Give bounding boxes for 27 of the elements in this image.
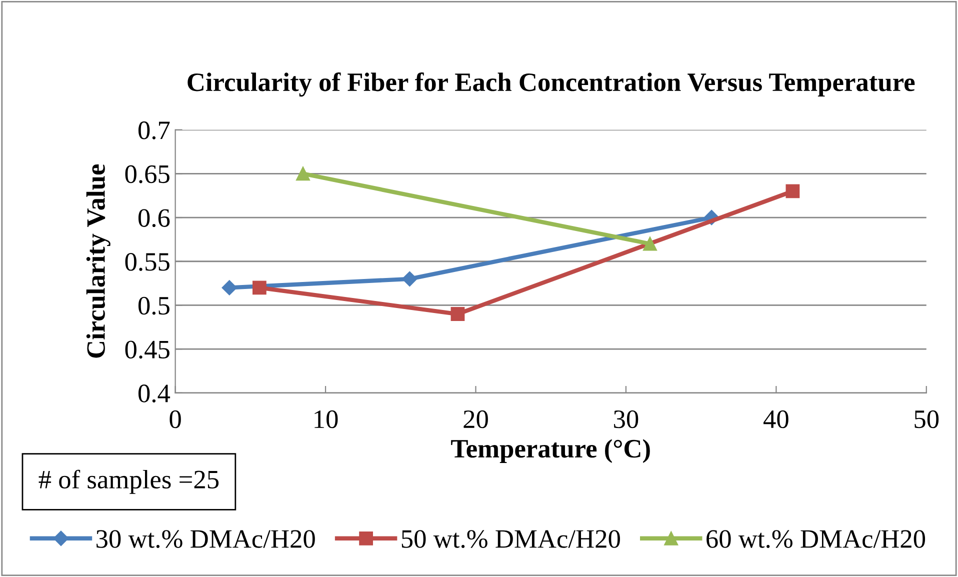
y-tick-label: 0.4 (138, 384, 170, 402)
y-tick-label: 0.5 (138, 296, 170, 315)
y-tick-label: 0.6 (138, 209, 170, 228)
y-tick-label: 0.65 (125, 165, 170, 184)
x-axis-title: Temperature (°C) (451, 439, 650, 464)
x-tick-label: 10 (314, 410, 338, 428)
point (643, 236, 657, 251)
y-tick-label: 0.55 (125, 252, 170, 271)
x-tick-label: 20 (464, 410, 488, 428)
legend-label: 50 wt.% DMAc/H20 (402, 530, 620, 548)
x-tick-label: 40 (763, 410, 788, 428)
point (252, 280, 266, 295)
legend-label: 60 wt.% DMAc/H20 (706, 530, 926, 548)
x-tick-label: 0 (170, 410, 181, 428)
chart-title: Circularity of Fiber for Each Concentration Versus Temperature (188, 72, 915, 97)
legend-label: 30 wt.% DMAc/H20 (96, 530, 315, 548)
point (786, 184, 800, 198)
point (296, 166, 310, 181)
point (402, 271, 418, 286)
y-tick-label: 0.7 (138, 121, 170, 140)
y-tick-label: 0.45 (125, 340, 170, 359)
point (222, 280, 237, 296)
point (450, 307, 465, 321)
text: # of samples =25 (38, 470, 219, 494)
y-axis-title: Circularity Value (86, 164, 110, 358)
x-tick-label: 30 (614, 410, 638, 428)
x-tick-label: 50 (914, 410, 939, 428)
